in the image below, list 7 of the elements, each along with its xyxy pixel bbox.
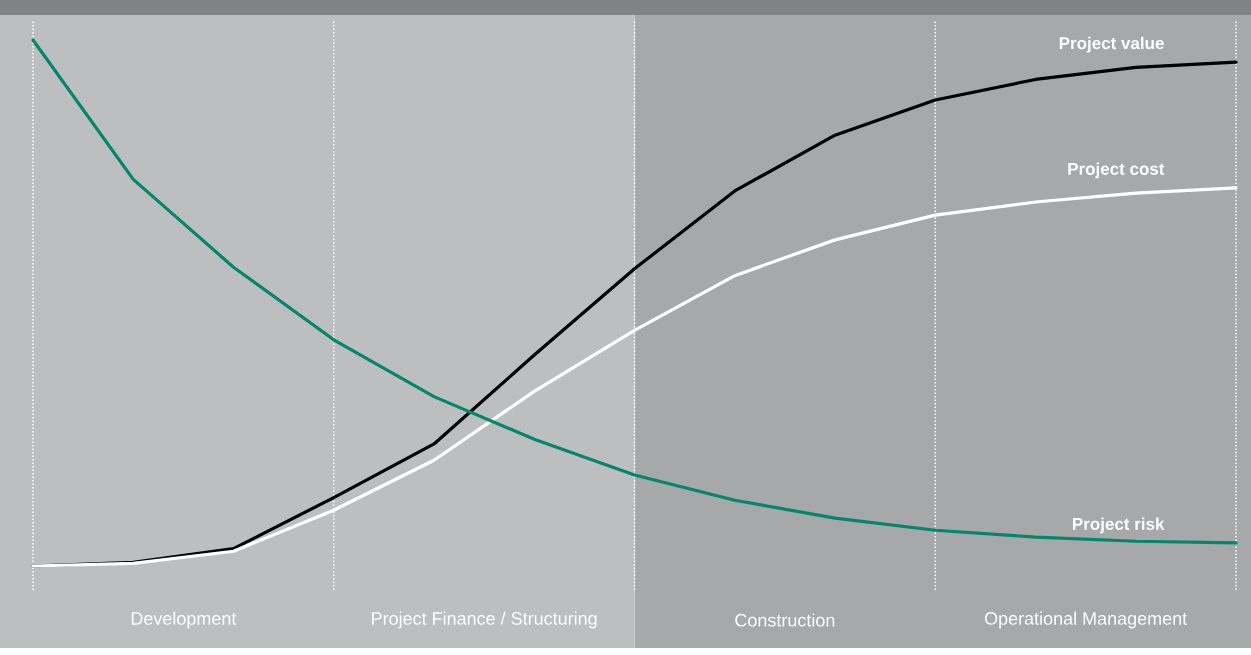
series-label: Project cost (1068, 162, 1165, 179)
series-label: Project risk (1073, 517, 1165, 534)
text: Development (131, 611, 237, 629)
text: Construction (735, 613, 835, 627)
text: Project Finance / Structuring (372, 611, 597, 629)
series-label: Project value (1059, 36, 1164, 53)
text: Operational Management (984, 611, 1188, 629)
